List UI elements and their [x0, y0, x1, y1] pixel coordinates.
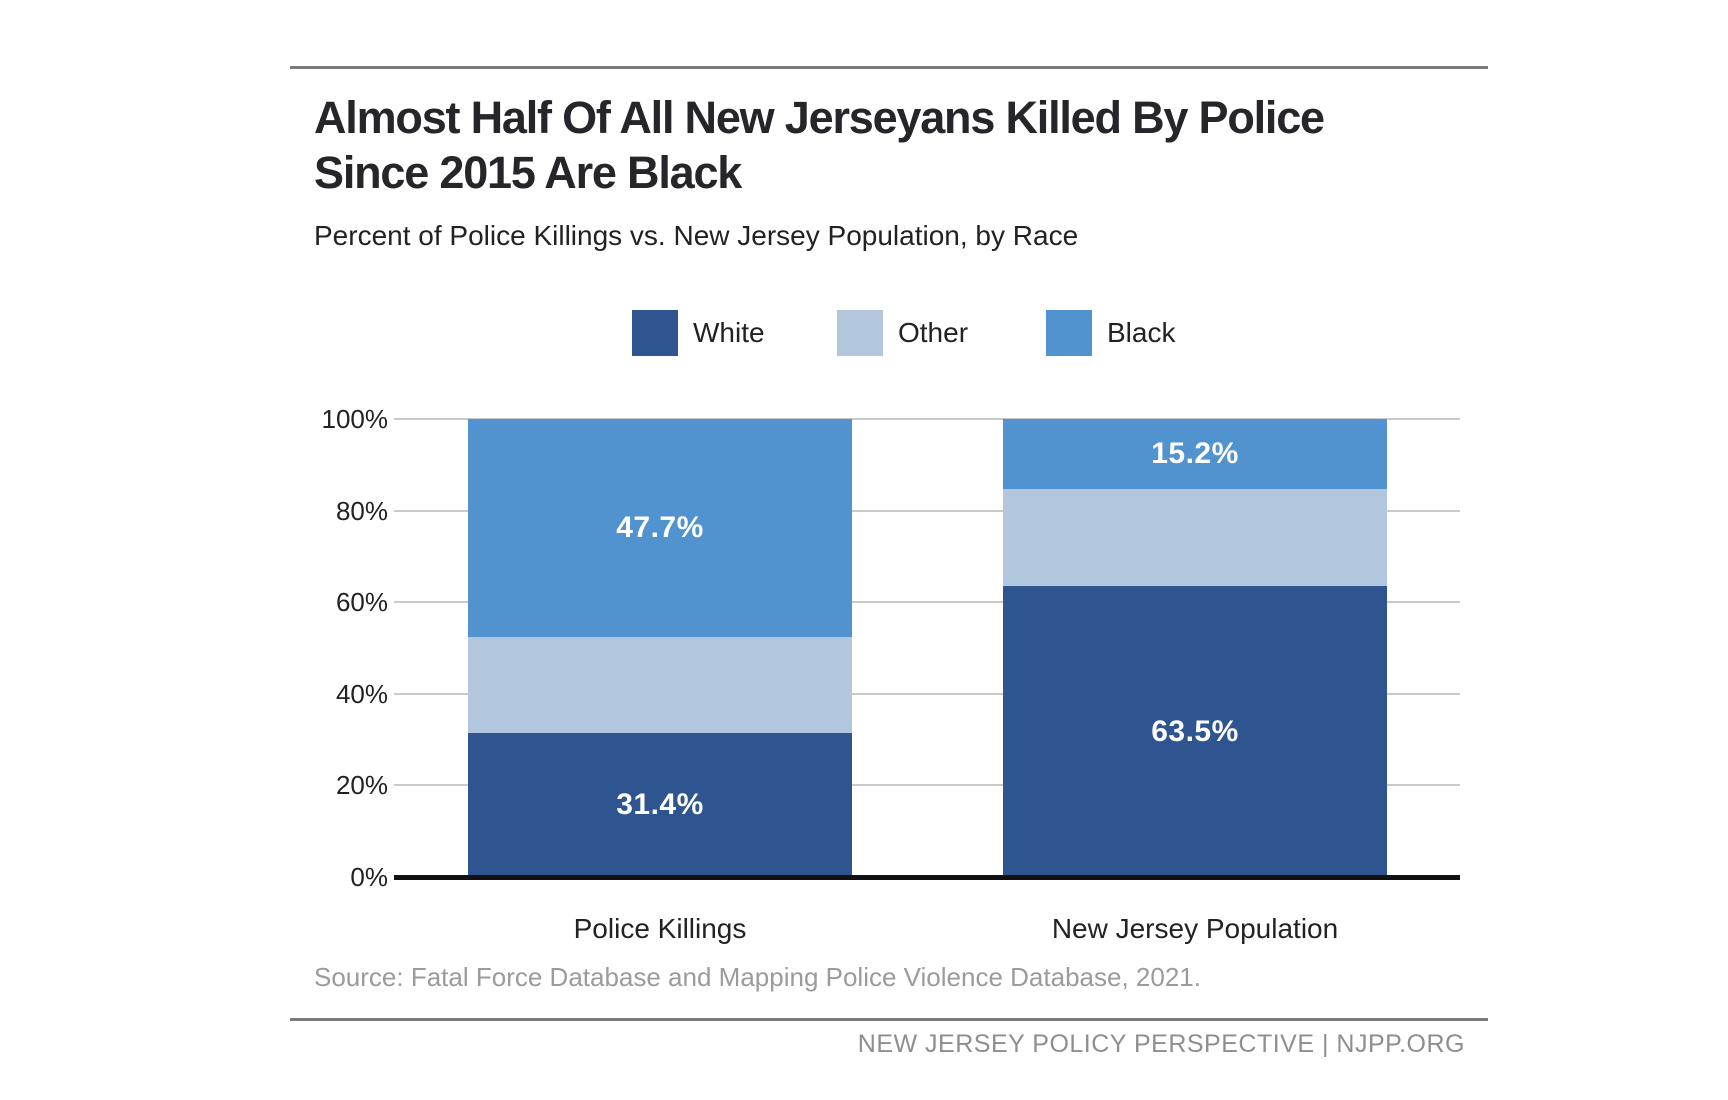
- x-axis-baseline: [394, 875, 1460, 880]
- bar-segment-other-2: [1003, 488, 1387, 587]
- gridline-60: [394, 601, 1460, 604]
- chart-title: Almost Half Of All New Jerseyans Killed …: [314, 90, 1484, 200]
- value-label-white-1: 31.4%: [616, 788, 704, 822]
- value-label-black-2: 15.2%: [1151, 436, 1239, 470]
- bar-segment-black-1: 47.7%: [468, 419, 852, 638]
- branding-footer: NEW JERSEY POLICY PERSPECTIVE | NJPP.ORG: [857, 1030, 1465, 1058]
- legend-swatch-white: [632, 310, 678, 356]
- gridline-100: [394, 418, 1460, 420]
- legend-item-other: Other: [837, 310, 968, 356]
- x-axis-label-2: New Jersey Population: [1051, 913, 1339, 944]
- y-axis-tick-60: 60%: [335, 587, 388, 618]
- chart-subtitle: Percent of Police Killings vs. New Jerse…: [314, 220, 1079, 251]
- legend-item-black: Black: [1046, 310, 1175, 356]
- legend-swatch-other: [837, 310, 883, 356]
- y-axis-tick-20: 20%: [335, 770, 388, 801]
- y-axis-tick-80: 80%: [335, 495, 388, 526]
- bottom-divider: [290, 1018, 1488, 1021]
- x-axis-label-1: Police Killings: [573, 913, 747, 944]
- y-axis-tick-0: 0%: [350, 862, 388, 892]
- legend-item-white: White: [632, 310, 765, 356]
- gridline-20: [394, 784, 1460, 787]
- value-label-white-2: 63.5%: [1151, 714, 1239, 748]
- source-note: Source: Fatal Force Database and Mapping…: [314, 962, 1201, 992]
- chart-title-line-1: Almost Half Of All New Jerseyans Killed …: [314, 92, 1325, 143]
- bar-segment-other-1: [468, 637, 852, 734]
- y-axis-tick-100: 100%: [321, 404, 389, 434]
- value-label-black-1: 47.7%: [616, 511, 704, 545]
- legend-label-white: White: [693, 317, 765, 348]
- bar-segment-black-2: 15.2%: [1003, 419, 1387, 489]
- legend-label-black: Black: [1107, 317, 1176, 348]
- bar-segment-white-1: 31.4%: [468, 733, 852, 877]
- legend-swatch-black: [1046, 310, 1092, 356]
- legend-label-other: Other: [898, 317, 969, 348]
- top-divider: [290, 66, 1488, 69]
- y-axis-tick-40: 40%: [335, 678, 388, 709]
- chart-title-line-2: Since 2015 Are Black: [314, 147, 742, 198]
- gridline-80: [394, 509, 1460, 512]
- bar-segment-white-2: 63.5%: [1003, 586, 1387, 877]
- gridline-40: [394, 692, 1460, 695]
